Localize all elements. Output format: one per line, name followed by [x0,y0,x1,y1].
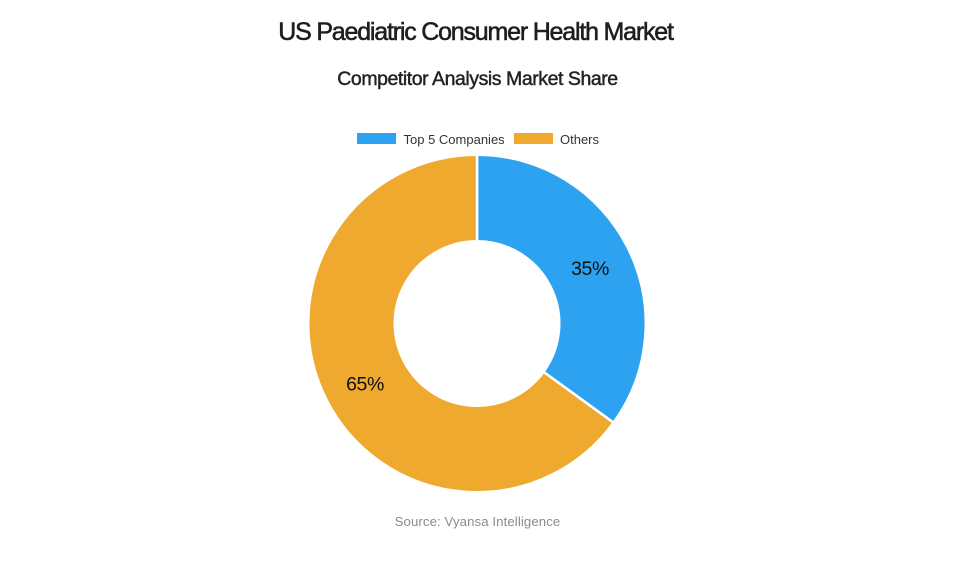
svg-text:35%: 35% [571,258,609,280]
svg-text:65%: 65% [346,373,384,395]
